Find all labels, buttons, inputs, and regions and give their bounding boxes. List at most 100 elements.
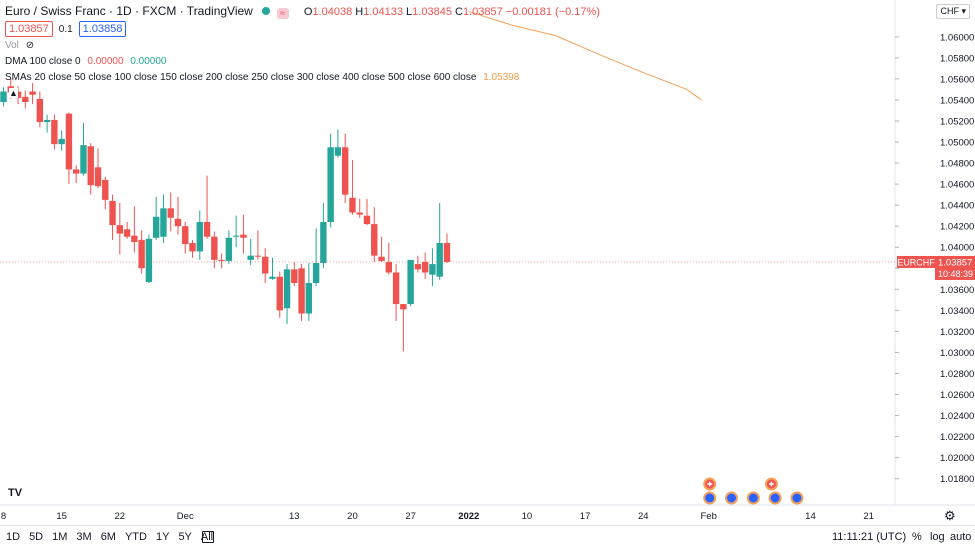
event-icon[interactable]	[703, 491, 717, 505]
candle[interactable]	[414, 255, 422, 273]
candle[interactable]	[400, 304, 407, 352]
range-button-5y[interactable]: 5Y	[178, 531, 192, 543]
candle[interactable]	[152, 196, 160, 240]
candle[interactable]	[109, 194, 116, 240]
candle[interactable]	[80, 123, 87, 176]
candle[interactable]	[174, 196, 182, 235]
candle[interactable]	[232, 215, 240, 248]
candle[interactable]	[36, 91, 44, 128]
candle-body	[414, 264, 422, 270]
tradingview-logo-icon[interactable]: TV	[8, 487, 23, 499]
candle[interactable]	[305, 263, 313, 321]
candle-body	[80, 145, 87, 174]
candle[interactable]	[385, 243, 393, 275]
candle[interactable]	[356, 198, 363, 218]
candle[interactable]	[167, 192, 174, 232]
candle[interactable]	[276, 271, 283, 318]
candle[interactable]	[283, 264, 291, 325]
candle[interactable]	[262, 248, 269, 284]
candle[interactable]	[196, 210, 203, 260]
low-label: L	[406, 6, 413, 18]
gear-icon[interactable]: ⚙	[944, 508, 956, 523]
range-button-1y[interactable]: 1Y	[155, 531, 170, 543]
candle[interactable]	[14, 86, 22, 105]
candle[interactable]	[371, 207, 378, 262]
candle[interactable]	[182, 221, 189, 254]
volume-legend[interactable]: Vol ⊘	[5, 40, 34, 51]
candle[interactable]	[298, 264, 305, 321]
candle[interactable]	[160, 194, 167, 244]
candle[interactable]	[269, 257, 276, 280]
candle[interactable]	[247, 238, 254, 266]
dma-legend[interactable]: DMA 100 close 0 0.00000 0.00000	[5, 56, 166, 67]
candle[interactable]	[349, 159, 356, 215]
candle[interactable]	[436, 203, 443, 280]
collapse-legend-chevron-up-icon[interactable]: ▲	[9, 88, 18, 98]
range-button-6m[interactable]: 6M	[100, 531, 116, 543]
range-button-5d[interactable]: 5D	[29, 531, 44, 543]
candle[interactable]	[320, 203, 327, 269]
event-icon[interactable]	[725, 491, 738, 505]
range-button-3m[interactable]: 3M	[76, 531, 92, 543]
sell-button[interactable]: 1.03857	[5, 21, 53, 37]
percent-toggle[interactable]: %	[912, 531, 922, 543]
candle[interactable]	[58, 130, 65, 151]
volume-label: Vol	[5, 40, 19, 51]
candle[interactable]	[102, 176, 109, 210]
candle[interactable]	[378, 236, 385, 262]
candle[interactable]	[87, 143, 94, 195]
candle[interactable]	[145, 234, 153, 284]
candle[interactable]	[334, 129, 342, 158]
event-icon[interactable]	[768, 491, 782, 505]
candle[interactable]	[341, 133, 349, 204]
range-button-all[interactable]: All	[200, 531, 214, 543]
smas-legend[interactable]: SMAs 20 close 50 close 100 close 150 clo…	[5, 72, 519, 83]
price-tick-label: 1.04000	[940, 243, 974, 254]
range-button-ytd[interactable]: YTD	[124, 531, 147, 543]
candle[interactable]	[443, 233, 451, 264]
candle[interactable]	[407, 259, 414, 307]
candle[interactable]	[29, 83, 36, 105]
calendar-icon[interactable]	[202, 531, 214, 543]
candle[interactable]	[73, 165, 80, 184]
price-tick-label: 1.03400	[940, 306, 974, 317]
smas-value: 1.05398	[483, 72, 520, 83]
eye-hidden-icon[interactable]: ⊘	[25, 40, 35, 51]
log-toggle[interactable]: log	[930, 531, 945, 543]
candle[interactable]	[211, 231, 218, 269]
candle-body	[349, 197, 356, 213]
candle[interactable]	[22, 90, 29, 109]
candle[interactable]	[43, 114, 51, 133]
candle[interactable]	[429, 248, 436, 287]
candle[interactable]	[363, 198, 371, 226]
candle[interactable]	[131, 206, 138, 253]
currency-selector[interactable]: CHF ▾	[936, 4, 970, 19]
candle[interactable]	[421, 252, 429, 279]
range-button-1d[interactable]: 1D	[6, 531, 21, 543]
buy-button[interactable]: 1.03858	[78, 21, 127, 37]
event-icon[interactable]	[746, 491, 760, 505]
candle[interactable]	[189, 239, 196, 258]
candle[interactable]	[203, 175, 211, 239]
candle[interactable]	[65, 112, 73, 185]
candle[interactable]	[116, 203, 124, 255]
symbol-legend[interactable]: Euro / Swiss Franc · 1D · FXCM · Trading…	[5, 4, 600, 19]
candle[interactable]	[138, 230, 145, 274]
candle[interactable]	[254, 230, 262, 260]
clock-utc[interactable]: 11:11:21 (UTC)	[832, 531, 907, 543]
event-icon[interactable]	[790, 491, 804, 505]
candle[interactable]	[291, 261, 298, 287]
candle[interactable]	[225, 230, 233, 265]
candle[interactable]	[240, 214, 247, 254]
candle[interactable]	[312, 228, 320, 287]
candle[interactable]	[0, 87, 7, 107]
candle[interactable]	[123, 221, 131, 239]
range-button-1m[interactable]: 1M	[52, 531, 68, 543]
candle[interactable]	[392, 264, 400, 321]
candle[interactable]	[94, 148, 102, 189]
candle[interactable]	[218, 253, 225, 269]
auto-toggle[interactable]: auto	[950, 531, 972, 543]
candle[interactable]	[327, 133, 334, 228]
candle[interactable]	[51, 114, 58, 150]
